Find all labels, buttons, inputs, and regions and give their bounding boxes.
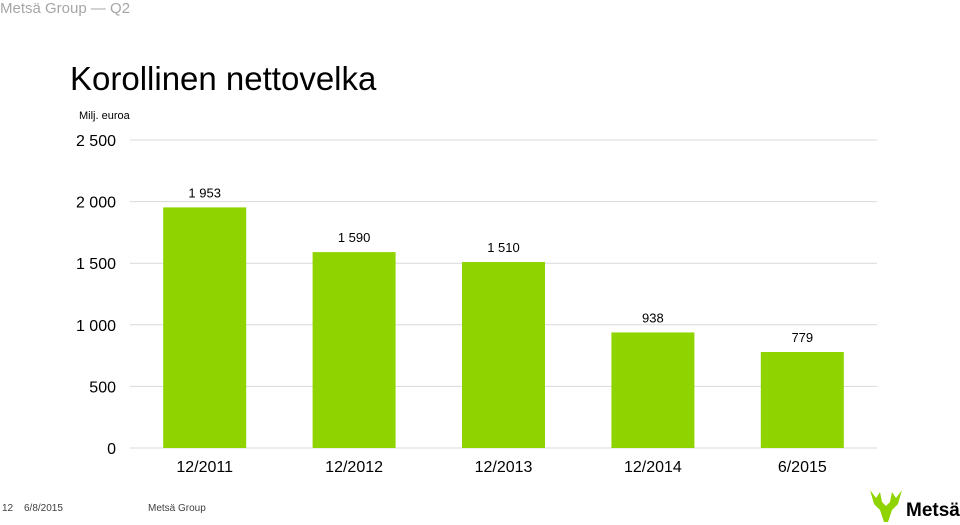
x-tick-label: 12/2013 <box>475 459 533 476</box>
y-tick-label: 2 000 <box>76 195 116 212</box>
y-tick-label: 1 500 <box>76 256 116 273</box>
bar <box>312 252 396 448</box>
chart-title: Korollinen nettovelka <box>70 60 377 97</box>
y-tick-label: 0 <box>107 441 116 458</box>
x-tick-label: 12/2012 <box>325 459 383 476</box>
metsa-logo-icon <box>870 490 902 522</box>
data-label: 1 953 <box>188 185 221 200</box>
footer-company: Metsä Group <box>148 503 206 514</box>
y-tick-label: 2 500 <box>76 133 116 150</box>
x-tick-label: 12/2014 <box>624 459 682 476</box>
y-tick-label: 500 <box>89 379 116 396</box>
unit-label: Milj. euroa <box>79 110 130 122</box>
logo-text: Metsä <box>906 500 960 521</box>
presentation-header: Metsä Group — Q2 <box>0 0 131 17</box>
bar <box>611 332 695 448</box>
bar <box>760 352 844 448</box>
bar <box>462 261 545 448</box>
bar <box>163 207 247 448</box>
footer-date: 6/8/2015 <box>24 503 63 514</box>
x-tick-label: 6/2015 <box>778 459 827 476</box>
data-label: 779 <box>791 330 813 345</box>
data-label: 1 590 <box>338 230 371 245</box>
x-tick-label: 12/2011 <box>176 459 233 476</box>
data-label: 938 <box>642 310 664 325</box>
y-tick-label: 1 000 <box>76 318 116 335</box>
page-number: 12 <box>2 503 14 514</box>
data-label: 1 510 <box>487 240 520 255</box>
